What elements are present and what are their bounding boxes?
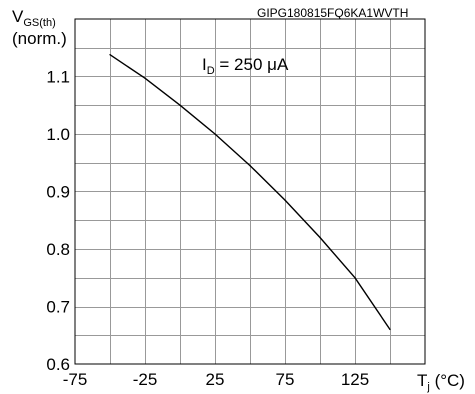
x-axis-label-main: T <box>417 371 427 390</box>
y-tick-label: 1.0 <box>46 125 70 144</box>
x-axis-label-sub: j <box>426 381 429 393</box>
y-tick-label: 0.7 <box>46 298 70 317</box>
x-tick-label: 75 <box>276 370 295 389</box>
series-layer <box>109 54 391 331</box>
x-tick-label: 125 <box>341 370 369 389</box>
y-tick-label: 0.6 <box>46 355 70 374</box>
data-point <box>109 54 111 56</box>
annotation-current: ID = 250 μA <box>202 55 289 77</box>
data-point <box>389 328 391 331</box>
annotation-rest: = 250 μA <box>215 55 289 74</box>
y-axis-label-line2: (norm.) <box>12 29 67 48</box>
figure-id: GIPG180815FQ6KA1WVTH <box>257 6 408 20</box>
data-point <box>249 165 251 167</box>
x-tick-label: -25 <box>133 370 158 389</box>
data-point <box>179 104 181 106</box>
grid <box>75 19 425 364</box>
data-point <box>319 236 321 239</box>
data-point <box>214 133 216 135</box>
x-tick-label: 25 <box>206 370 225 389</box>
y-tick-label: 0.9 <box>46 183 70 202</box>
data-point <box>284 199 286 201</box>
plot-frame <box>74 18 426 365</box>
data-point <box>144 77 146 79</box>
y-tick-label: 1.1 <box>46 68 70 87</box>
y-tick-label: 0.8 <box>46 240 70 259</box>
annotation-main: I <box>202 55 207 74</box>
x-axis-label-unit: (°C) <box>430 371 465 390</box>
y-axis-label: VGS(th) <box>12 7 56 29</box>
x-axis-label: Tj (°C) <box>417 371 465 393</box>
annotation-sub: D <box>207 65 215 77</box>
data-point <box>354 277 356 279</box>
x-tick-label: -75 <box>63 370 88 389</box>
y-axis-label-sub: GS(th) <box>23 17 55 29</box>
tick-labels: -75 -25 25 75 125 0.6 0.7 0.8 0.9 1.0 1.1 <box>46 68 369 390</box>
y-axis-label-main: V <box>12 7 24 26</box>
